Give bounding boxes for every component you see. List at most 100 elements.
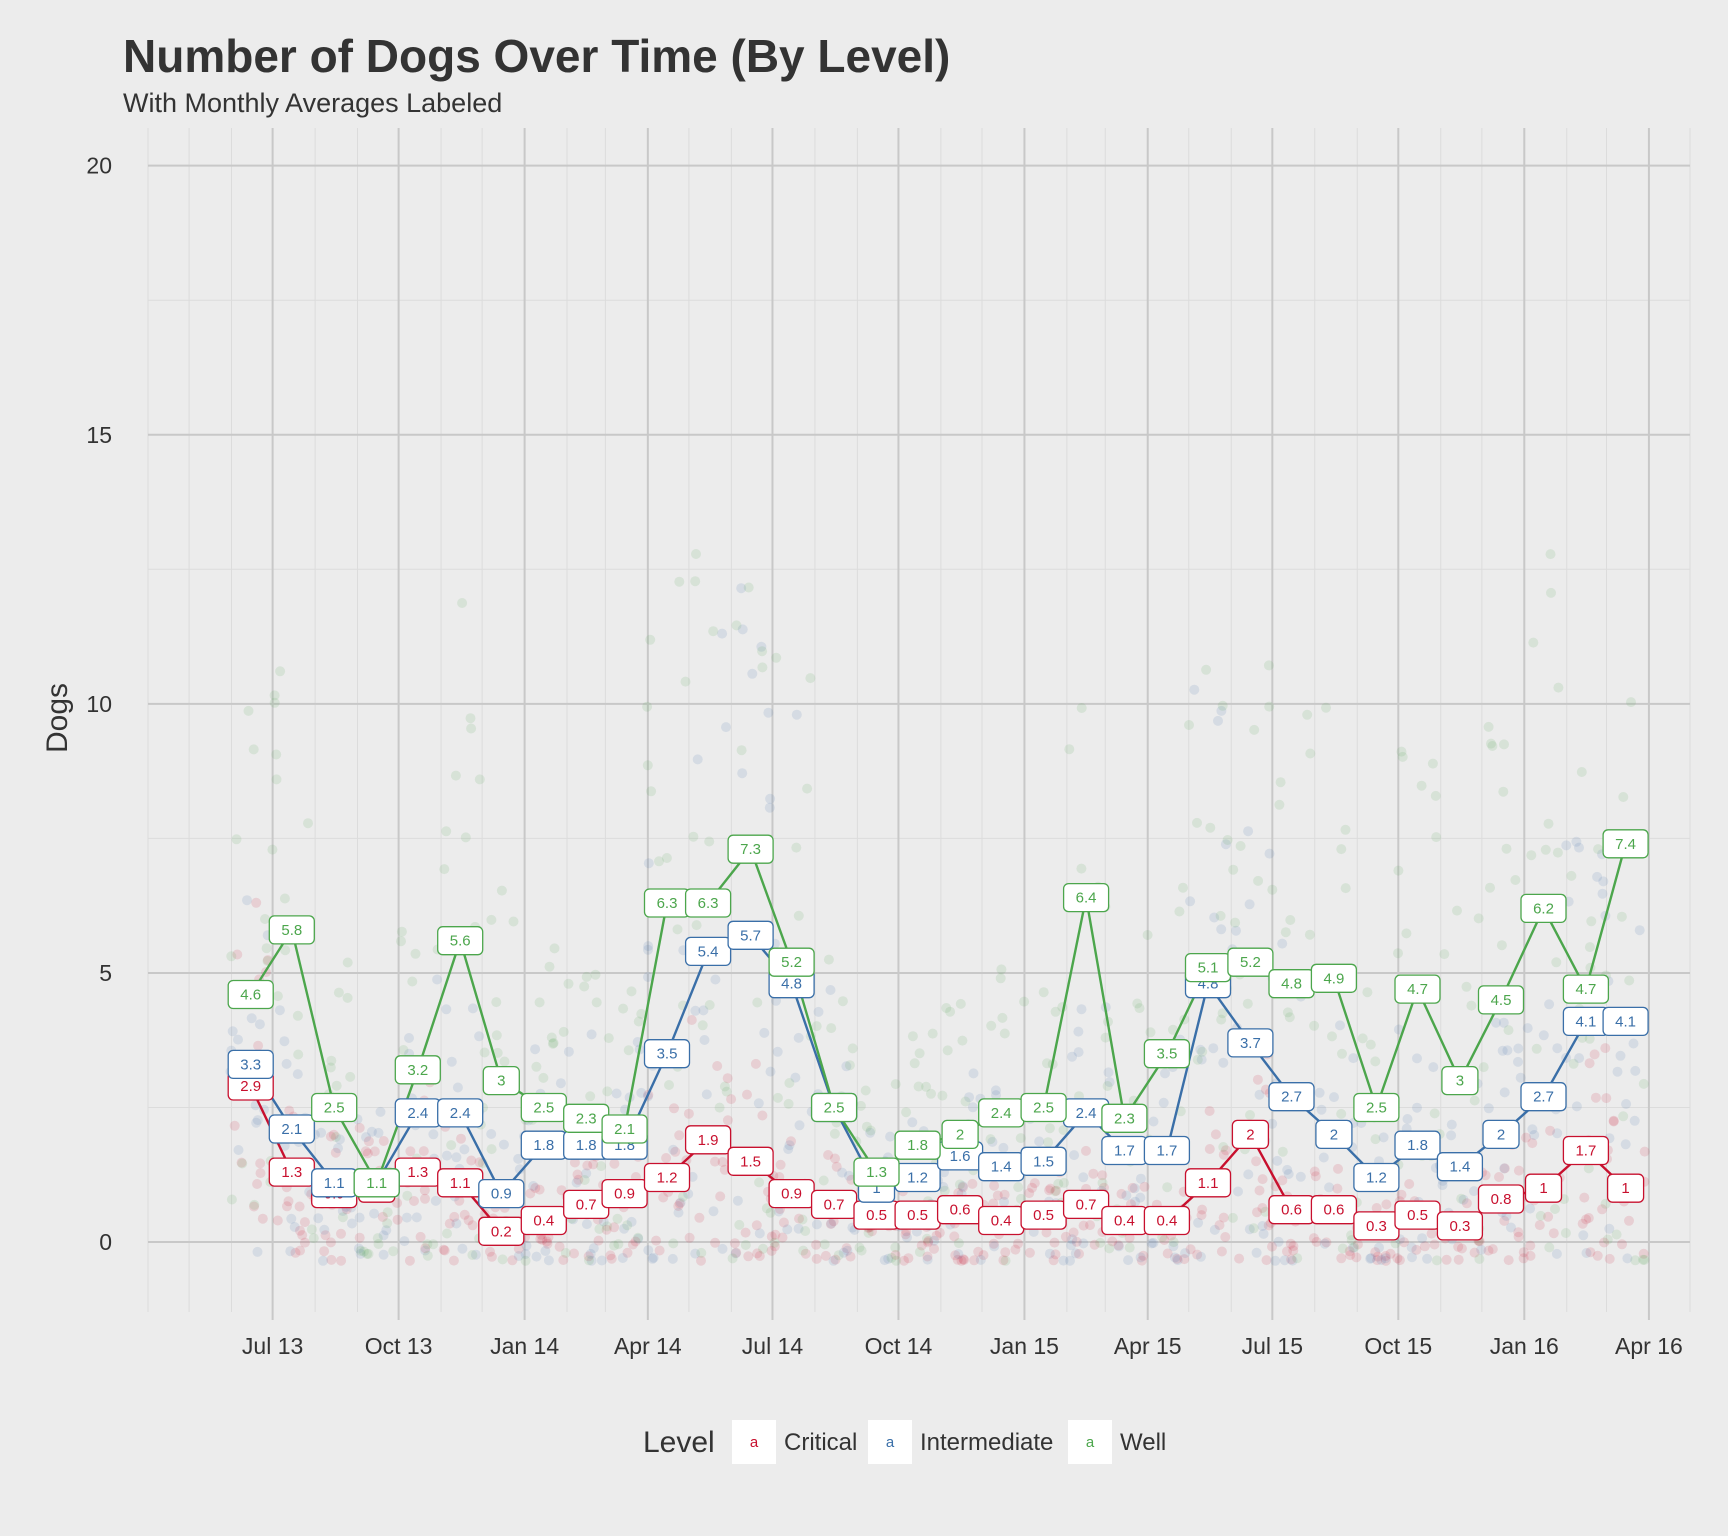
data-point-well: [1050, 1186, 1061, 1197]
avg-label-text: 0.6: [1323, 1202, 1344, 1219]
avg-label-text: 2.5: [824, 1100, 845, 1117]
data-point-intermediate: [1218, 1057, 1229, 1068]
data-point-intermediate: [732, 1195, 743, 1206]
data-point-critical: [1220, 1145, 1231, 1156]
data-point-well: [1602, 1234, 1613, 1245]
data-point-intermediate: [399, 1236, 410, 1247]
data-point-well: [1201, 664, 1212, 675]
data-point-well: [1228, 864, 1239, 875]
data-point-intermediate: [1407, 1252, 1417, 1263]
data-point-intermediate: [793, 1223, 804, 1234]
data-point-critical: [404, 1255, 415, 1266]
data-point-critical: [710, 1237, 721, 1248]
data-point-intermediate: [428, 1129, 439, 1140]
avg-label-text: 5.7: [740, 927, 761, 944]
avg-label-well: 5.2: [1227, 947, 1274, 977]
data-point-well: [1393, 865, 1404, 876]
data-point-well: [231, 834, 242, 845]
data-point-critical: [830, 1153, 840, 1164]
data-point-critical: [363, 1136, 374, 1147]
data-point-intermediate: [784, 1140, 795, 1151]
avg-label-text: 0.5: [1033, 1207, 1054, 1224]
data-point-well: [337, 1212, 348, 1223]
data-point-critical: [989, 1180, 1000, 1191]
data-point-intermediate: [520, 1249, 531, 1259]
data-point-intermediate: [885, 1131, 896, 1142]
data-point-intermediate: [1417, 1233, 1428, 1244]
data-point-critical: [444, 1218, 455, 1229]
avg-label-text: 0.5: [1407, 1207, 1428, 1224]
data-point-well: [1124, 1242, 1135, 1253]
avg-label-text: 0.5: [866, 1207, 887, 1224]
data-point-well: [1076, 863, 1087, 874]
data-point-critical: [252, 1179, 263, 1189]
data-point-well: [1134, 1003, 1145, 1014]
data-point-intermediate: [879, 1255, 890, 1266]
data-point-intermediate: [457, 1243, 468, 1254]
data-point-critical: [1381, 1199, 1392, 1210]
data-point-well: [1142, 930, 1153, 940]
avg-label-well: 3.5: [1143, 1039, 1191, 1069]
data-point-intermediate: [1067, 1234, 1078, 1245]
data-point-intermediate: [1189, 684, 1200, 695]
y-tick-label: 5: [99, 960, 112, 986]
data-point-critical: [1543, 1211, 1554, 1222]
avg-label-well: 3: [1441, 1065, 1479, 1096]
data-point-critical: [1527, 1138, 1538, 1149]
avg-label-critical: 1.2: [643, 1162, 691, 1193]
data-point-critical: [622, 1247, 633, 1258]
avg-label-critical: 0.6: [1310, 1195, 1358, 1225]
data-point-intermediate: [1446, 1130, 1457, 1141]
avg-label-box: [1143, 1205, 1191, 1236]
data-point-critical: [1399, 1237, 1409, 1248]
data-point-well: [330, 1132, 341, 1142]
data-point-intermediate: [333, 1143, 343, 1154]
avg-label-well: 1.3: [853, 1157, 900, 1187]
data-point-critical: [319, 1246, 330, 1257]
avg-label-text: 1.7: [1575, 1143, 1596, 1160]
data-point-intermediate: [411, 1212, 422, 1223]
data-point-critical: [903, 1253, 914, 1264]
data-point-critical: [601, 1224, 612, 1235]
data-point-critical: [992, 1190, 1003, 1201]
data-point-well: [1104, 1243, 1115, 1254]
data-point-well: [603, 1033, 614, 1044]
data-point-well: [1197, 1046, 1208, 1057]
x-tick-label: Apr 16: [1615, 1333, 1683, 1359]
data-point-intermediate: [987, 1136, 998, 1147]
data-point-intermediate: [1412, 1102, 1422, 1113]
data-point-intermediate: [1525, 1203, 1536, 1214]
data-point-well: [1285, 915, 1296, 925]
avg-label-text: 1.4: [1449, 1159, 1470, 1176]
data-point-intermediate: [378, 1249, 389, 1260]
data-point-intermediate: [1113, 1241, 1124, 1252]
avg-label-intermediate: 1.8: [563, 1130, 610, 1160]
data-point-intermediate: [737, 768, 748, 779]
data-point-intermediate: [1412, 1053, 1422, 1064]
data-point-intermediate: [865, 1127, 876, 1138]
avg-label-text: 0.7: [824, 1196, 845, 1213]
data-point-well: [865, 1125, 876, 1136]
data-point-well: [1102, 1081, 1113, 1091]
data-point-well: [486, 1144, 497, 1155]
data-point-critical: [513, 1243, 524, 1254]
data-point-well: [388, 1246, 399, 1257]
data-point-critical: [1583, 1213, 1594, 1223]
avg-label-critical: 1.7: [1562, 1135, 1610, 1166]
avg-label-box: [227, 979, 274, 1010]
data-point-intermediate: [626, 1216, 637, 1227]
data-point-well: [926, 1088, 936, 1099]
data-point-intermediate: [289, 1222, 300, 1232]
data-point-well: [584, 1255, 594, 1266]
data-point-intermediate: [281, 1058, 292, 1069]
data-point-intermediate: [233, 1034, 243, 1045]
data-point-well: [491, 997, 502, 1008]
data-point-critical: [729, 1238, 740, 1249]
data-point-intermediate: [710, 974, 721, 985]
data-point-critical: [1185, 1244, 1196, 1255]
data-point-intermediate: [1515, 1072, 1526, 1083]
data-point-intermediate: [521, 1240, 532, 1251]
data-point-well: [467, 1250, 478, 1260]
legend: Level a Critical a Intermediate a Well: [643, 1420, 1166, 1464]
data-point-well: [797, 1214, 808, 1225]
